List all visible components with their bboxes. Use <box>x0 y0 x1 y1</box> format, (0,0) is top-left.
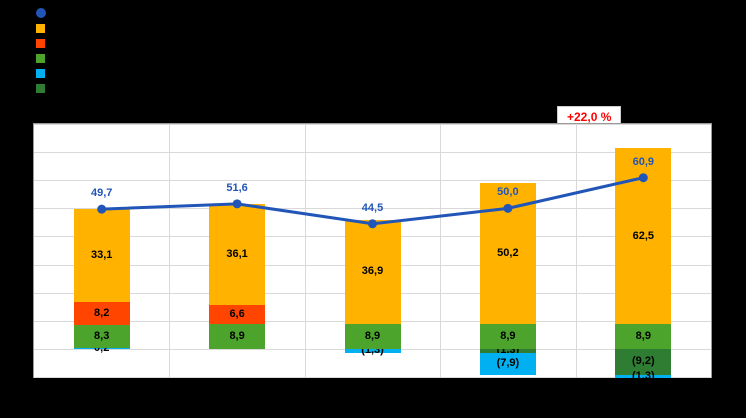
bar-segment-label: 36,1 <box>226 248 248 261</box>
bar-segment-orange: 33,1 <box>73 208 130 302</box>
bar-segment-label: 8,9 <box>364 329 381 342</box>
legend-item-2 <box>36 38 52 48</box>
bar-segment-label: 36,9 <box>361 265 384 278</box>
bar-segment-dark-green: (1,3) <box>479 345 536 356</box>
horizontal-gridline <box>34 180 711 182</box>
bar-segment-cyan: (1,3) <box>344 345 401 356</box>
legend-item-4 <box>36 68 52 78</box>
line-value-label: 60,9 <box>632 155 654 168</box>
bar-segment-cyan: 0,2 <box>73 343 130 354</box>
horizontal-gridline <box>34 377 711 378</box>
vertical-gridline <box>575 124 577 377</box>
line-value-label: 49,7 <box>90 187 113 200</box>
legend-item-1 <box>36 23 52 33</box>
bar-segment-cyan: (7,9) <box>479 352 536 375</box>
horizontal-gridline <box>34 152 711 154</box>
bar-segment-red: 8,2 <box>73 301 130 325</box>
bar-segment-label: 62,5 <box>632 229 654 242</box>
bar-segment-label: 6,6 <box>229 308 245 321</box>
total-line-path <box>101 176 644 226</box>
legend-square-swatch <box>36 53 45 63</box>
chart-legend <box>36 8 52 93</box>
bar-segment-label: (7,9) <box>496 357 520 370</box>
vertical-gridline <box>304 124 306 377</box>
bar-segment-green: 8,3 <box>73 324 130 349</box>
vertical-gridline <box>169 124 171 377</box>
legend-square-swatch <box>36 83 45 93</box>
bar-segment-cyan: (1,3) <box>615 371 672 382</box>
bar-segment-green: 8,9 <box>344 323 401 349</box>
legend-circle-swatch <box>36 8 46 18</box>
bar-segment-label: (1,3) <box>631 370 655 383</box>
bar-segment-label: 33,1 <box>90 248 113 261</box>
bar-segment-orange: 36,9 <box>344 220 401 324</box>
bar-segment-label: 8,9 <box>635 329 651 342</box>
legend-item-5 <box>36 83 52 93</box>
bar-segment-orange: 36,1 <box>209 203 266 306</box>
bar-segment-label: 8,3 <box>94 330 110 343</box>
line-value-label: 50,0 <box>497 186 519 199</box>
line-value-label: 44,5 <box>361 201 384 214</box>
bar-segment-label: 8,2 <box>94 306 110 319</box>
bar-segment-dark-green: (9,2) <box>615 348 672 375</box>
plot-area: 0,28,3 8,2 33,1 8,9 6,6 36,1 (1,3) 8,9 36,9 (1,3)… <box>33 123 712 382</box>
legend-square-swatch <box>36 68 45 78</box>
legend-item-0 <box>36 8 52 18</box>
bar-segment-green: 8,9 <box>479 323 536 349</box>
bar-segment-green: 8,9 <box>209 323 266 349</box>
vertical-gridline <box>440 124 442 377</box>
bar-segment-green: 8,9 <box>615 323 672 349</box>
bar-segment-label: 50,2 <box>497 246 519 259</box>
bar-segment-label: (9,2) <box>631 355 655 368</box>
legend-square-swatch <box>36 38 45 48</box>
legend-item-3 <box>36 53 52 63</box>
bar-segment-orange: 50,2 <box>479 182 536 324</box>
legend-square-swatch <box>36 23 45 33</box>
bar-segment-red: 6,6 <box>209 305 266 324</box>
bar-segment-orange: 62,5 <box>615 148 672 324</box>
bar-segment-label: 8,9 <box>500 329 516 342</box>
line-value-label: 51,6 <box>226 181 248 194</box>
horizontal-gridline <box>34 124 711 125</box>
bar-segment-label: (1,3) <box>496 344 520 357</box>
bar-segment-label: 8,9 <box>229 329 245 342</box>
bar-segment-label: (1,3) <box>361 344 384 357</box>
